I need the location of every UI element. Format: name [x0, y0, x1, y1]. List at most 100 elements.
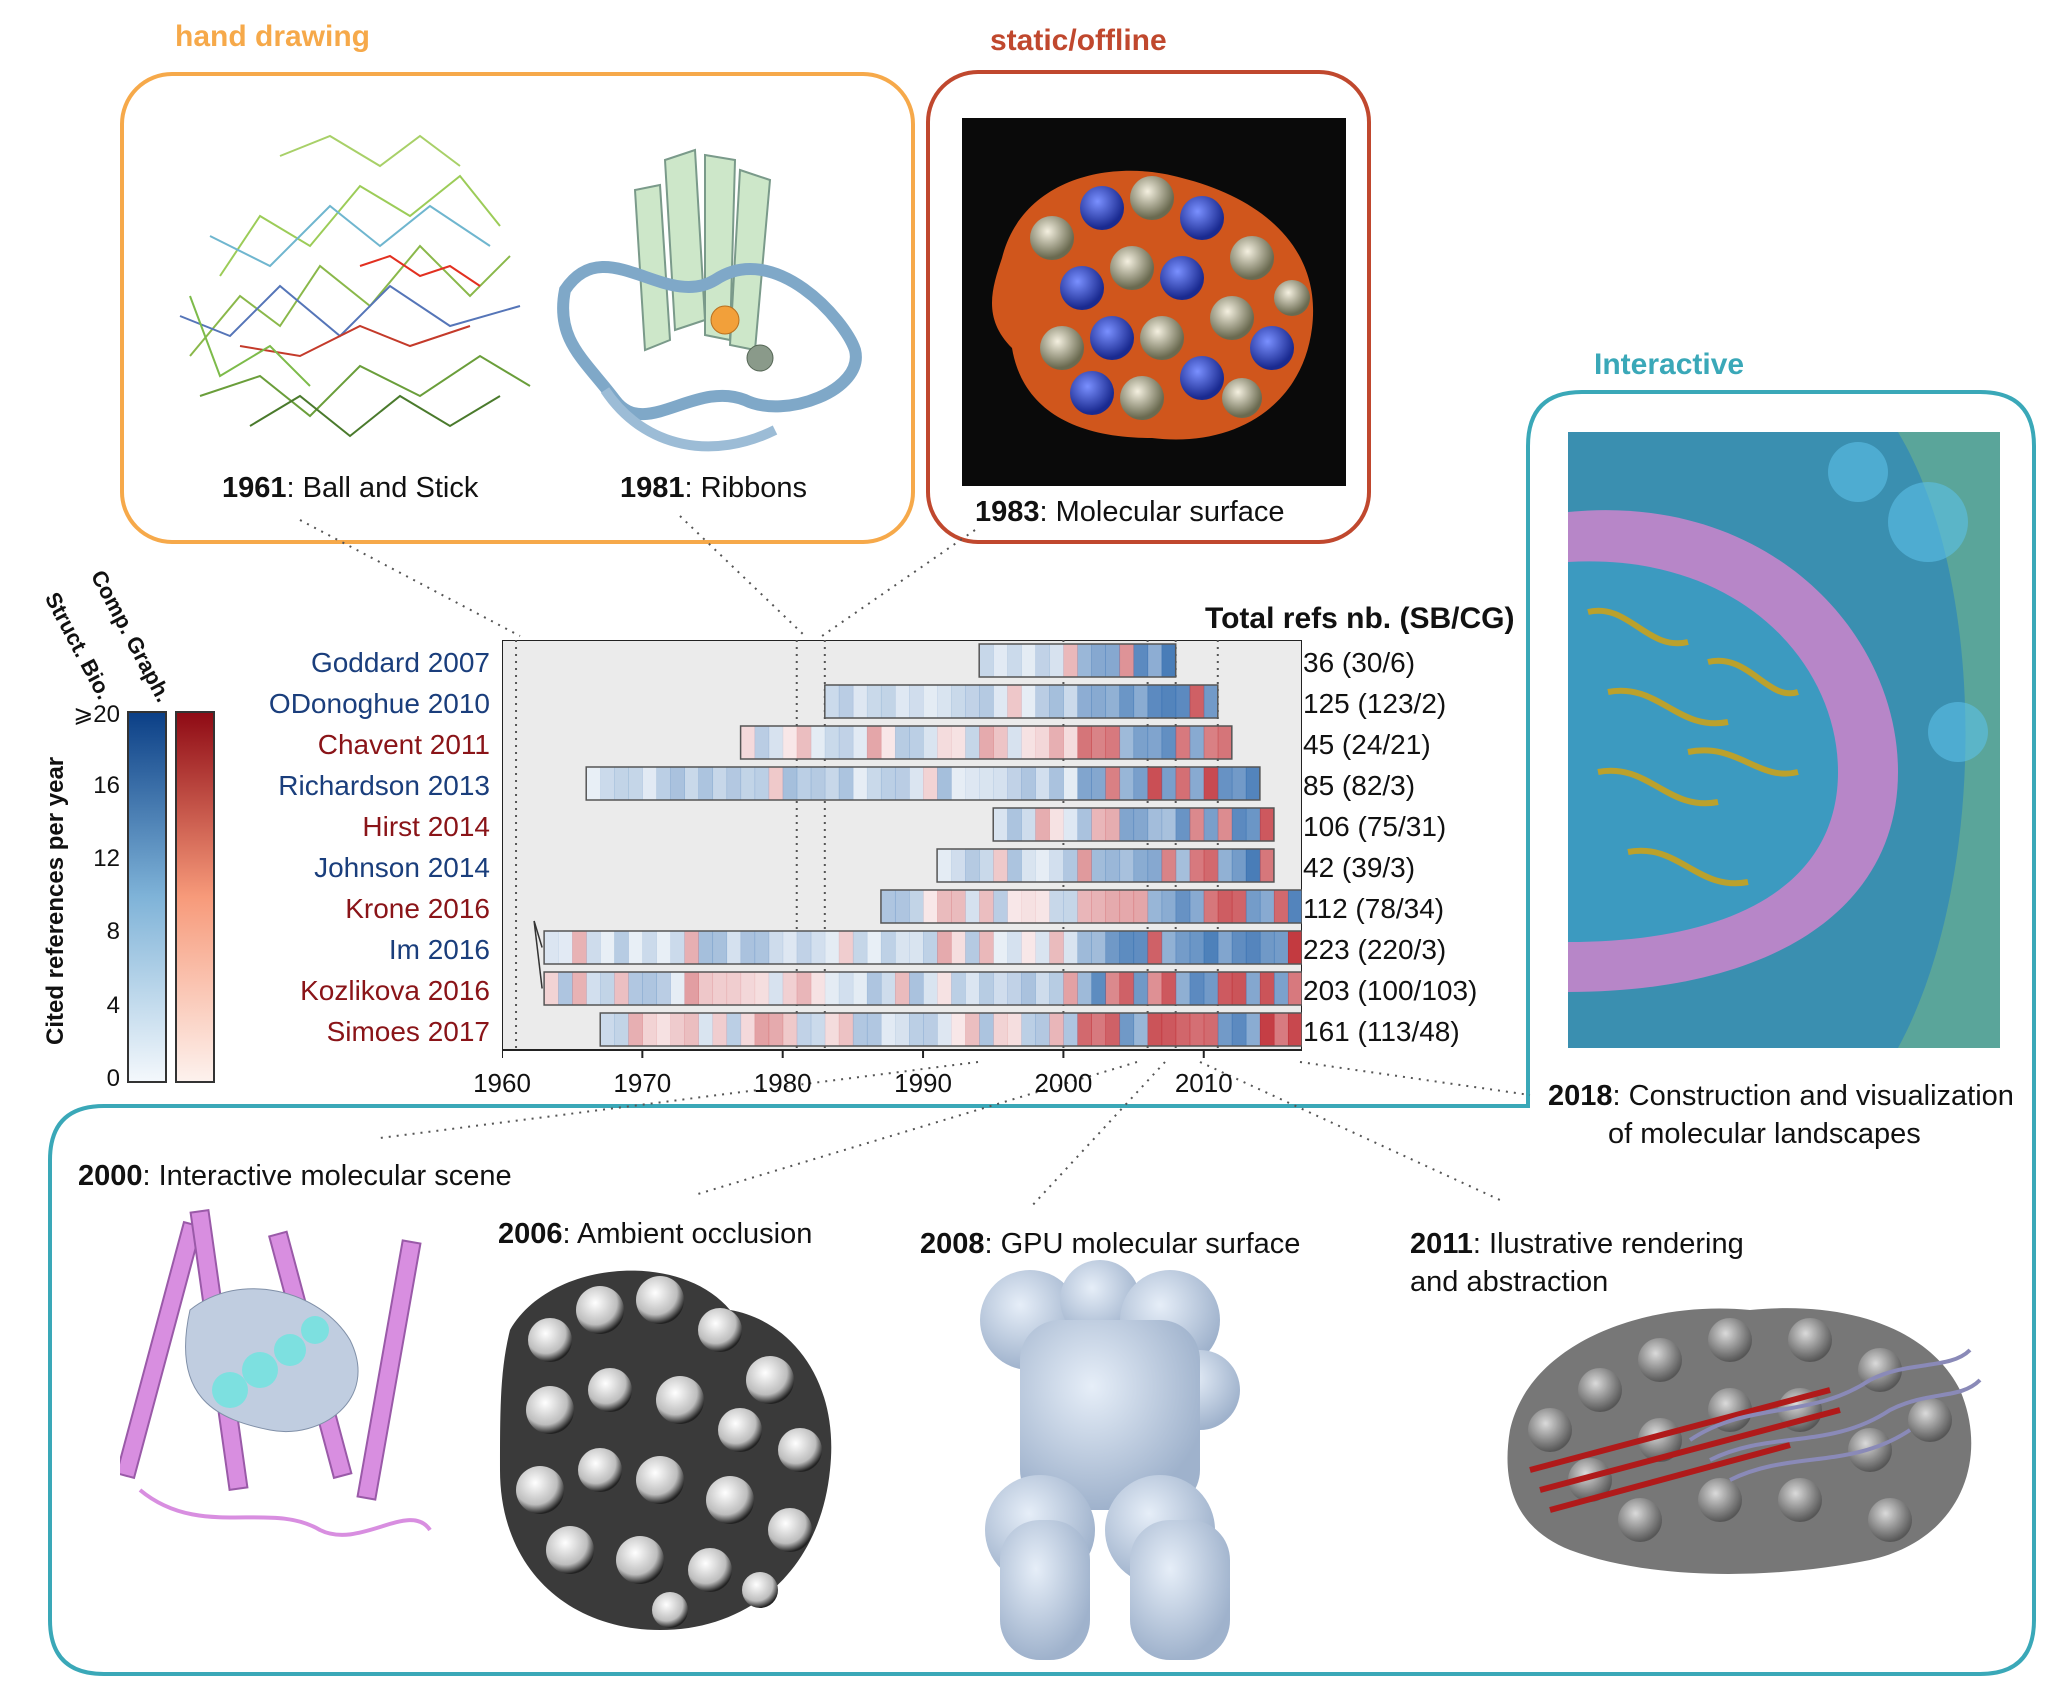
heatmap-cell [600, 931, 615, 964]
heatmap-cell [1119, 767, 1135, 800]
heatmap-row-outline [978, 643, 1177, 678]
heatmap-cell [1203, 972, 1219, 1005]
heatmap-cell [993, 972, 1008, 1005]
heatmap-cell [866, 1013, 882, 1046]
heatmap-cell [1091, 849, 1107, 882]
heatmap-cell [810, 767, 826, 800]
colorbar-tick: 8 [106, 918, 120, 945]
hand-drawing-title: hand drawing [175, 20, 370, 53]
heatmap-cell [1077, 767, 1092, 800]
colorbar [127, 711, 215, 1083]
refs-label: 85 (82/3) [1303, 770, 1416, 801]
heatmap-cell [684, 972, 699, 1005]
heatmap-cell [1035, 767, 1050, 800]
heatmap-cell [993, 931, 1008, 964]
heatmap-cell [1021, 726, 1036, 759]
heatmap-cell [1231, 972, 1247, 1005]
x-tick-label: 2010 [1174, 1068, 1233, 1098]
heatmap-cell [1119, 808, 1135, 841]
caption-1981: 1981: Ribbons [620, 472, 808, 504]
colorbar-tick: 4 [106, 992, 120, 1019]
heatmap-cell [768, 726, 784, 759]
author-label: Johnson 2014 [314, 852, 490, 883]
refs-label: 125 (123/2) [1303, 688, 1447, 719]
heatmap-cell [754, 931, 770, 964]
heatmap-cell [1245, 931, 1261, 964]
heatmap-cell [670, 1013, 685, 1046]
molecular-landscape-image [1568, 432, 2000, 1048]
heatmap-cell [1133, 644, 1149, 677]
x-tick-label: 1960 [473, 1068, 531, 1098]
heatmap-cell [740, 1013, 756, 1046]
heatmap-cell [979, 767, 994, 800]
heatmap-cell [1035, 644, 1050, 677]
heatmap-cell [852, 1013, 868, 1046]
heatmap-cell [1063, 1013, 1078, 1046]
heatmap-cell [768, 972, 784, 1005]
heatmap-cell [1245, 890, 1261, 923]
heatmap-cell [1175, 849, 1191, 882]
refs-label: 161 (113/48) [1303, 1016, 1460, 1047]
heatmap-cell [909, 890, 924, 923]
heatmap-cell [586, 931, 601, 964]
heatmap-cell [1119, 1013, 1135, 1046]
heatmap-cell [740, 931, 756, 964]
heatmap-cell [1133, 849, 1149, 882]
heatmap-cell [937, 1013, 952, 1046]
heatmap-cell [698, 1013, 714, 1046]
heatmap-cell [1007, 931, 1022, 964]
heatmap-cell [656, 931, 671, 964]
heatmap-cell [614, 931, 629, 964]
refs-label: 203 (100/103) [1303, 975, 1478, 1006]
heatmap-cell [1217, 972, 1233, 1005]
colorbar-tick: 0 [106, 1065, 120, 1092]
heatmap-cell [712, 767, 728, 800]
heatmap-cell [824, 972, 840, 1005]
colorbar-tick: 12 [93, 845, 120, 872]
heatmap-cell [951, 849, 966, 882]
heatmap-cell [1119, 644, 1135, 677]
heatmap-cell [1189, 685, 1205, 718]
heatmap-cell [1231, 808, 1247, 841]
heatmap-cell [670, 931, 685, 964]
heatmap-cell [1077, 972, 1092, 1005]
heatmap-cell [937, 849, 952, 882]
heatmap-cell [979, 726, 994, 759]
heatmap-cell [993, 890, 1008, 923]
heatmap-cell [979, 972, 994, 1005]
heatmap-cell [1035, 931, 1050, 964]
heatmap-cell [1245, 767, 1261, 800]
heatmap-cell [642, 767, 657, 800]
hand-drawing-panel [120, 72, 915, 544]
heatmap-cell [1287, 931, 1302, 964]
heatmap-cell [838, 1013, 854, 1046]
heatmap-cell [880, 1013, 896, 1046]
heatmap-cell [1035, 890, 1050, 923]
heatmap-cell [1175, 1013, 1191, 1046]
heatmap-cell [1175, 931, 1191, 964]
gap-arrow [533, 920, 543, 989]
heatmap-cell [880, 726, 896, 759]
heatmap-cell [698, 767, 714, 800]
heatmap-cell [979, 1013, 994, 1046]
heatmap-cell [544, 972, 559, 1005]
heatmap-cell [1063, 849, 1078, 882]
heatmap-cell [684, 1013, 699, 1046]
heatmap-cell [810, 726, 826, 759]
heatmap-row [544, 931, 1302, 964]
heatmap-cell [1021, 890, 1036, 923]
heatmap-cell [1147, 1013, 1163, 1046]
heatmap-cell [1259, 931, 1275, 964]
heatmap-cell [544, 931, 559, 964]
heatmap-cell [1049, 931, 1064, 964]
heatmap-cell [824, 767, 840, 800]
heatmap-cell [866, 972, 882, 1005]
heatmap-cell [1021, 767, 1036, 800]
heatmap-cell [642, 1013, 657, 1046]
heatmap-cell [782, 931, 798, 964]
heatmap-cell [824, 726, 840, 759]
heatmap-cell [1049, 685, 1064, 718]
heatmap-row-outline [880, 889, 1302, 924]
refs-label: 112 (78/34) [1303, 893, 1445, 924]
